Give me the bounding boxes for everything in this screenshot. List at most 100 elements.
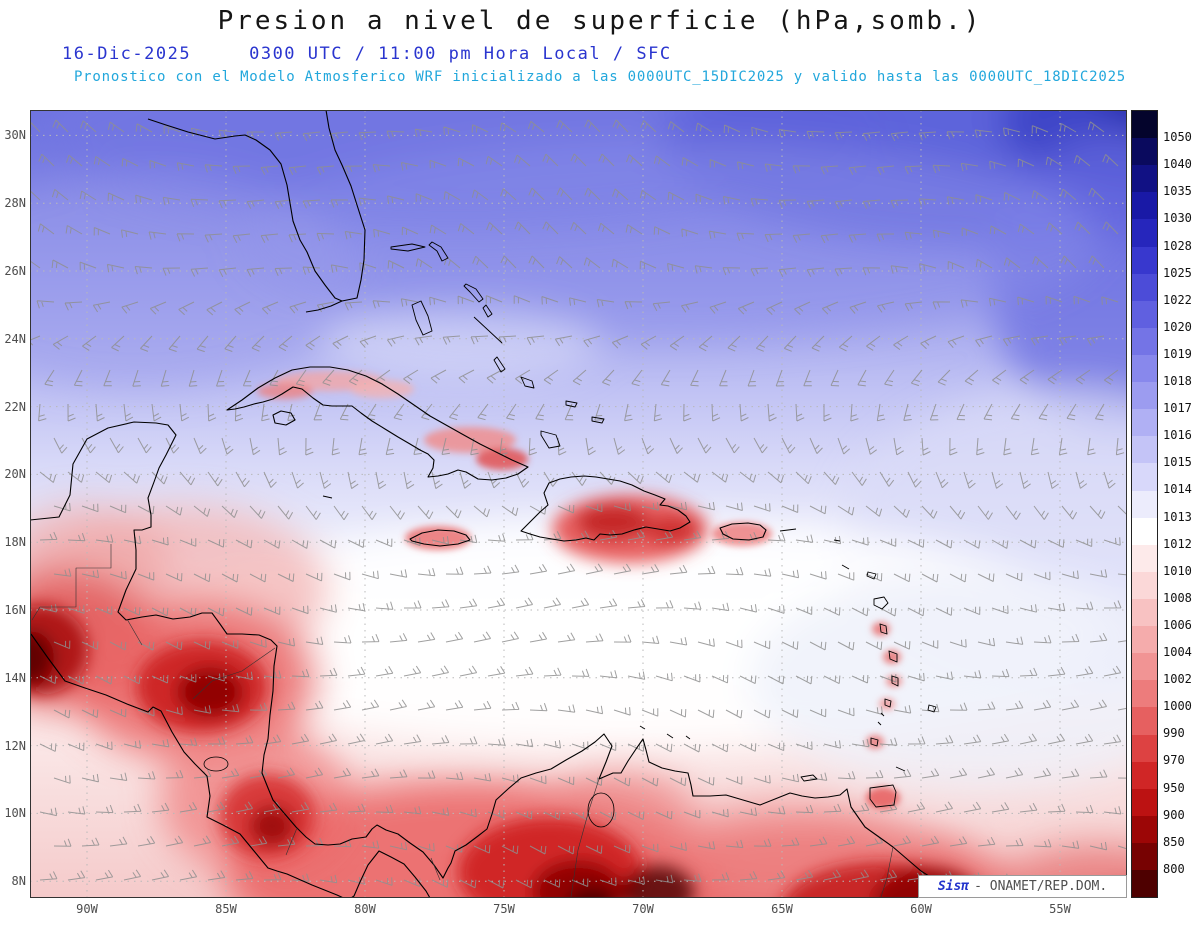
lon-tick-label: 85W bbox=[215, 902, 237, 916]
colorbar-cell bbox=[1132, 436, 1157, 464]
colorbar-cell bbox=[1132, 653, 1157, 681]
colorbar-cell bbox=[1132, 111, 1157, 139]
lon-tick-label: 75W bbox=[493, 902, 515, 916]
colorbar-cell bbox=[1132, 707, 1157, 735]
model-info-line: Pronostico con el Modelo Atmosferico WRF… bbox=[73, 69, 1127, 85]
colorbar-cell bbox=[1132, 165, 1157, 193]
watermark-badge: Sisπ - ONAMET/REP.DOM. bbox=[918, 875, 1127, 898]
lat-tick-label: 24N bbox=[4, 331, 26, 346]
coast-pacific-central-america bbox=[30, 633, 431, 898]
lakes bbox=[203, 756, 615, 828]
colorbar-tick-label: 1010 bbox=[1163, 563, 1192, 578]
colorbar-tick-label: 950 bbox=[1163, 780, 1185, 795]
colorbar-tick-label: 1020 bbox=[1163, 319, 1192, 334]
lon-tick-label: 80W bbox=[354, 902, 376, 916]
lon-tick-label: 70W bbox=[632, 902, 654, 916]
colorbar-cell bbox=[1132, 517, 1157, 545]
colorbar-tick-label: 1016 bbox=[1163, 428, 1192, 443]
colorbar-cell bbox=[1132, 382, 1157, 410]
colorbar-tick-label: 1002 bbox=[1163, 672, 1192, 687]
lat-tick-label: 14N bbox=[4, 670, 26, 685]
coast-bahamas bbox=[322, 241, 605, 499]
lon-tick-label: 60W bbox=[910, 902, 932, 916]
coast-lesser-antilles bbox=[639, 528, 937, 808]
colorbar-tick-label: 1022 bbox=[1163, 292, 1192, 307]
colorbar-cell bbox=[1132, 490, 1157, 518]
lat-tick-label: 26N bbox=[4, 264, 26, 279]
country-borders bbox=[31, 544, 894, 898]
colorbar-tick-label: 990 bbox=[1163, 726, 1185, 741]
colorbar-tick-label: 1018 bbox=[1163, 374, 1192, 389]
coast-isle-of-youth bbox=[272, 410, 296, 426]
colorbar-tick-label: 1028 bbox=[1163, 238, 1192, 253]
lat-tick-label: 30N bbox=[4, 128, 26, 143]
lon-tick-label: 55W bbox=[1049, 902, 1071, 916]
colorbar-cell bbox=[1132, 815, 1157, 843]
colorbar-cell bbox=[1132, 246, 1157, 274]
pressure-colorbar bbox=[1131, 110, 1158, 898]
wind-barbs-layer bbox=[30, 119, 1127, 889]
colorbar-tick-label: 1025 bbox=[1163, 265, 1192, 280]
watermark-org: - ONAMET/REP.DOM. bbox=[974, 879, 1108, 894]
lat-tick-label: 8N bbox=[11, 874, 26, 889]
colorbar-tick-label: 1013 bbox=[1163, 509, 1192, 524]
lat-tick-label: 22N bbox=[4, 399, 26, 414]
colorbar-tick-label: 1040 bbox=[1163, 157, 1192, 172]
colorbar-tick-label: 1017 bbox=[1163, 401, 1192, 416]
colorbar-tick-label: 1000 bbox=[1163, 699, 1192, 714]
colorbar-cell bbox=[1132, 327, 1157, 355]
map-border bbox=[30, 110, 1127, 898]
colorbar-cell bbox=[1132, 571, 1157, 599]
colorbar-tick-label: 1004 bbox=[1163, 645, 1192, 660]
colorbar-tick-label: 1019 bbox=[1163, 346, 1192, 361]
forecast-date: 16-Dic-2025 bbox=[62, 44, 192, 64]
colorbar-tick-label: 1012 bbox=[1163, 536, 1192, 551]
lon-tick-label: 90W bbox=[76, 902, 98, 916]
colorbar-tick-label: 1035 bbox=[1163, 184, 1192, 199]
colorbar-tick-label: 1008 bbox=[1163, 590, 1192, 605]
colorbar-cell bbox=[1132, 219, 1157, 247]
lat-tick-label: 18N bbox=[4, 535, 26, 550]
colorbar-tick-label: 850 bbox=[1163, 834, 1185, 849]
page-title: Presion a nivel de superficie (hPa,somb.… bbox=[217, 6, 983, 36]
lat-tick-label: 20N bbox=[4, 467, 26, 482]
colorbar-cell bbox=[1132, 842, 1157, 871]
coast-central-south-america bbox=[30, 421, 964, 898]
lat-tick-label: 10N bbox=[4, 806, 26, 821]
colorbar-cell bbox=[1132, 788, 1157, 816]
colorbar-tick-label: 1014 bbox=[1163, 482, 1192, 497]
lat-tick-label: 12N bbox=[4, 738, 26, 753]
colorbar-cell bbox=[1132, 870, 1157, 898]
pressure-map bbox=[30, 110, 1127, 898]
colorbar-tick-label: 1050 bbox=[1163, 130, 1192, 145]
colorbar-tick-label: 1006 bbox=[1163, 617, 1192, 632]
colorbar-cell bbox=[1132, 734, 1157, 762]
colorbar-cell bbox=[1132, 138, 1157, 166]
colorbar-tick-label: 900 bbox=[1163, 807, 1185, 822]
colorbar-cell bbox=[1132, 300, 1157, 328]
pressure-map-canvas bbox=[30, 110, 1127, 898]
coast-puerto-rico bbox=[719, 522, 767, 541]
coast-cuba bbox=[226, 366, 529, 481]
colorbar-cell bbox=[1132, 598, 1157, 627]
colorbar-cell bbox=[1132, 273, 1157, 301]
lat-tick-label: 28N bbox=[4, 196, 26, 211]
colorbar-cell bbox=[1132, 761, 1157, 789]
colorbar-cell bbox=[1132, 192, 1157, 220]
colorbar-tick-label: 970 bbox=[1163, 753, 1185, 768]
coast-florida-keys bbox=[305, 300, 343, 313]
colorbar-cell bbox=[1132, 354, 1157, 383]
colorbar-cell bbox=[1132, 680, 1157, 708]
coast-hispaniola bbox=[520, 475, 691, 542]
lat-tick-label: 16N bbox=[4, 603, 26, 618]
colorbar-cell bbox=[1132, 409, 1157, 437]
colorbar-tick-label: 800 bbox=[1163, 861, 1185, 876]
colorbar-cell bbox=[1132, 544, 1157, 572]
coast-jamaica bbox=[409, 529, 471, 547]
colorbar-tick-label: 1030 bbox=[1163, 211, 1192, 226]
forecast-datetime-line: 16-Dic-2025 0300 UTC / 11:00 pm Hora Loc… bbox=[62, 44, 672, 64]
watermark-brand: Sisπ bbox=[937, 879, 970, 894]
coast-florida bbox=[147, 110, 366, 302]
colorbar-cell bbox=[1132, 626, 1157, 654]
